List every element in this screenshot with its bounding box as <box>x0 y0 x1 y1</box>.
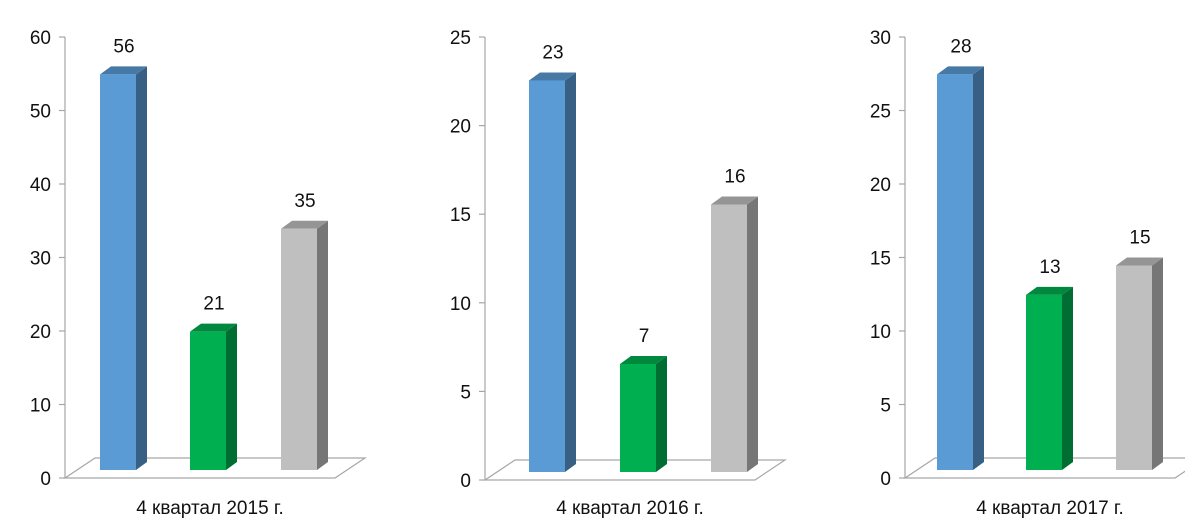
bar-side-face <box>747 196 758 473</box>
y-tick-label: 0 <box>460 471 471 492</box>
bar-top-face <box>620 355 667 364</box>
y-tick-label: 25 <box>450 28 471 49</box>
y-tick-label: 0 <box>880 469 891 490</box>
y-tick-label: 20 <box>870 175 891 196</box>
y-tick-label: 5 <box>880 396 891 417</box>
y-tick-label: 40 <box>30 175 51 196</box>
floor-plane <box>903 457 1185 479</box>
data-label: 13 <box>1039 257 1060 278</box>
bar-top-face <box>937 66 984 75</box>
chart-2015-svg: 0 10 20 30 40 50 60 56 21 35 4 квартал 2015 г. <box>30 28 367 519</box>
bar-front-face <box>190 331 226 470</box>
y-tick-label: 60 <box>30 28 51 49</box>
bar-front-face <box>100 74 136 471</box>
bar <box>190 323 237 470</box>
bar <box>100 66 147 471</box>
bar-side-face <box>1152 257 1163 470</box>
data-label: 35 <box>294 191 315 212</box>
y-tick-label: 5 <box>460 382 471 403</box>
data-label: 28 <box>950 36 971 57</box>
y-tick-label: 50 <box>30 102 51 123</box>
floor-plane <box>63 457 367 479</box>
data-label: 15 <box>1129 228 1150 249</box>
bar-front-face <box>711 204 747 473</box>
bar <box>620 355 667 472</box>
data-label: 7 <box>639 326 650 347</box>
bar-side-face <box>317 220 328 470</box>
y-tick-label: 0 <box>40 469 51 490</box>
chart-2016-svg: 0 5 10 15 20 25 23 7 16 4 квартал 2016 г. <box>450 28 787 519</box>
bar-side-face <box>656 355 667 472</box>
category-label: 4 квартал 2015 г. <box>136 498 284 519</box>
category-label: 4 квартал 2017 г. <box>976 498 1124 519</box>
y-tick-label: 15 <box>870 249 891 270</box>
data-label: 23 <box>542 42 563 63</box>
floor-plane <box>483 459 787 481</box>
bar-front-face <box>1026 294 1062 470</box>
bar-top-face <box>281 220 328 229</box>
y-tick-label: 20 <box>30 322 51 343</box>
y-tick-label: 20 <box>450 117 471 138</box>
bar <box>1116 257 1163 470</box>
y-tick-label: 30 <box>30 249 51 270</box>
chart-2015: 0 10 20 30 40 50 60 56 21 35 4 квартал 2015 г. <box>0 0 395 520</box>
chart-2017: 0 5 10 15 20 25 30 28 13 15 4 квартал 2017 г. <box>790 0 1185 520</box>
bar-side-face <box>226 323 237 470</box>
y-tick-label: 10 <box>450 294 471 315</box>
y-tick-label: 10 <box>30 396 51 417</box>
y-tick-label: 25 <box>870 102 891 123</box>
data-label: 16 <box>724 166 745 187</box>
bar-top-face <box>1026 286 1073 295</box>
bar-front-face <box>529 80 565 472</box>
bar-side-face <box>1062 286 1073 470</box>
bar-top-face <box>190 323 237 332</box>
y-tick-label: 15 <box>450 205 471 226</box>
bar <box>1026 286 1073 470</box>
bar-front-face <box>1116 265 1152 470</box>
bar-top-face <box>711 196 758 205</box>
category-label: 4 квартал 2016 г. <box>556 498 704 519</box>
bar-top-face <box>529 72 576 81</box>
y-tick-label: 30 <box>870 28 891 49</box>
bar-side-face <box>136 66 147 471</box>
bar <box>711 196 758 473</box>
chart-2017-svg: 0 5 10 15 20 25 30 28 13 15 4 квартал 2017 г. <box>870 28 1185 519</box>
bar-side-face <box>565 72 576 472</box>
chart-2016: 0 5 10 15 20 25 23 7 16 4 квартал 2016 г. <box>395 0 790 520</box>
bar-top-face <box>100 66 147 75</box>
bar-front-face <box>281 228 317 470</box>
bar-front-face <box>620 363 656 472</box>
data-label: 56 <box>113 36 134 57</box>
bar <box>937 66 984 471</box>
bar-side-face <box>973 66 984 471</box>
bar-top-face <box>1116 257 1163 266</box>
bar <box>281 220 328 470</box>
data-label: 21 <box>203 294 224 315</box>
bar-front-face <box>937 74 973 471</box>
bar <box>529 72 576 472</box>
y-tick-label: 10 <box>870 322 891 343</box>
